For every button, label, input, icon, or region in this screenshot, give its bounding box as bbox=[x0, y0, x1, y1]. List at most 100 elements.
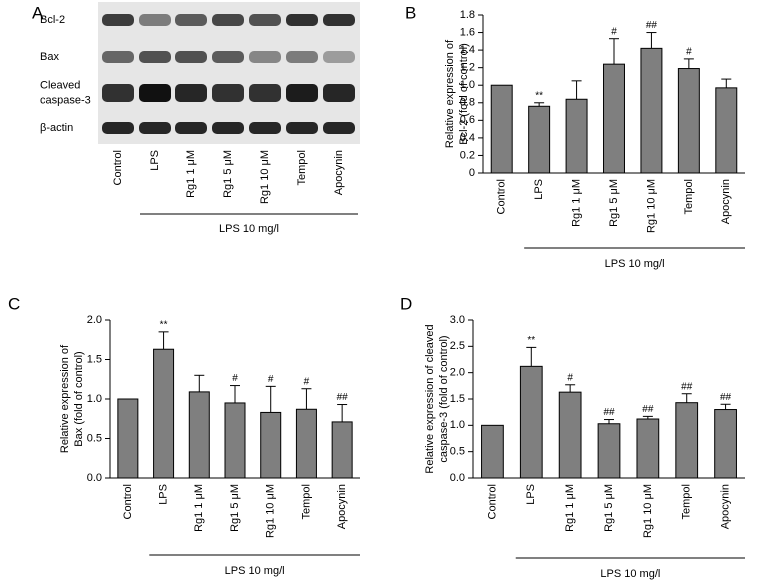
error-bar bbox=[565, 384, 576, 393]
x-tick-label: Control bbox=[486, 484, 498, 519]
y-tick-label: 2.5 bbox=[450, 340, 465, 352]
blot-band bbox=[286, 51, 318, 63]
y-tick-label: 0.2 bbox=[460, 149, 475, 161]
y-axis-label: Bax (fold of control) bbox=[73, 351, 85, 446]
y-tick-label: 0.5 bbox=[87, 432, 102, 444]
significance-mark: # bbox=[686, 47, 692, 58]
blot-row-label: caspase-3 bbox=[40, 94, 91, 106]
group-label: LPS 10 mg/l bbox=[225, 565, 285, 577]
significance-mark: ## bbox=[720, 392, 732, 403]
y-axis-label: Relative expression of bbox=[59, 344, 71, 453]
bar bbox=[636, 418, 660, 479]
error-bar bbox=[534, 102, 545, 107]
error-bar bbox=[158, 331, 169, 350]
bar bbox=[117, 398, 139, 479]
significance-mark: ** bbox=[535, 90, 543, 101]
lane-label: LPS bbox=[149, 150, 161, 171]
x-tick-label: Rg1 1 μM bbox=[564, 484, 576, 532]
x-tick-label: LPS bbox=[157, 484, 169, 505]
blot-band bbox=[323, 14, 355, 26]
x-tick-label: Rg1 1 μM bbox=[193, 484, 205, 532]
x-tick-label: Rg1 1 μM bbox=[570, 179, 582, 227]
error-bar bbox=[265, 385, 276, 413]
y-tick-label: 2.0 bbox=[450, 367, 465, 379]
error-bar bbox=[604, 419, 614, 424]
panel-label: D bbox=[400, 294, 412, 313]
y-tick-label: 0 bbox=[469, 167, 475, 179]
x-tick-label: LPS bbox=[525, 484, 537, 505]
blot-band bbox=[212, 51, 244, 63]
blot-band bbox=[212, 84, 244, 102]
x-tick-label: Rg1 5 μM bbox=[608, 179, 620, 227]
blot-band bbox=[175, 122, 207, 134]
error-bar bbox=[301, 388, 312, 410]
error-bar bbox=[720, 403, 731, 410]
significance-mark: ## bbox=[681, 381, 693, 392]
blot-band bbox=[175, 51, 207, 63]
significance-mark: ## bbox=[642, 404, 654, 415]
bar bbox=[715, 87, 738, 174]
x-tick-label: LPS bbox=[533, 179, 545, 200]
x-tick-label: Apocynin bbox=[336, 484, 348, 529]
y-tick-label: 1.0 bbox=[87, 393, 102, 405]
error-bar bbox=[683, 58, 694, 69]
blot-band bbox=[139, 51, 171, 63]
error-bar bbox=[646, 32, 657, 49]
blot-band bbox=[212, 122, 244, 134]
y-tick-label: 0.5 bbox=[450, 446, 465, 458]
x-tick-label: Control bbox=[122, 484, 134, 519]
blot-band bbox=[286, 84, 318, 102]
error-bar bbox=[194, 374, 205, 392]
lane-label: Rg1 1 μM bbox=[185, 150, 197, 198]
x-tick-label: Tempol bbox=[683, 179, 695, 214]
x-tick-label: Rg1 5 μM bbox=[603, 484, 615, 532]
significance-mark: # bbox=[232, 373, 238, 384]
y-tick-label: 1.2 bbox=[460, 62, 475, 74]
y-tick-label: 1.5 bbox=[87, 353, 102, 365]
group-label: LPS 10 mg/l bbox=[605, 258, 665, 270]
bar bbox=[528, 105, 551, 174]
y-tick-label: 0.8 bbox=[460, 97, 475, 109]
blot-band bbox=[249, 51, 281, 63]
blot-band bbox=[139, 122, 171, 134]
y-tick-label: 1.0 bbox=[450, 419, 465, 431]
y-tick-label: 1.6 bbox=[460, 26, 475, 38]
y-axis-label: Relative expression of bbox=[444, 39, 456, 148]
blot-row-label: Cleaved bbox=[40, 79, 80, 91]
y-axis-label: Bcl-2 (fold of control) bbox=[458, 43, 470, 144]
blot-band bbox=[249, 122, 281, 134]
error-bar bbox=[571, 80, 582, 100]
x-tick-label: Rg1 10 μM bbox=[265, 484, 277, 538]
significance-mark: ## bbox=[337, 392, 349, 403]
bar bbox=[519, 365, 543, 479]
bar bbox=[603, 63, 625, 174]
blot-band bbox=[139, 84, 171, 102]
lane-label: Control bbox=[112, 150, 124, 185]
error-bar bbox=[681, 393, 692, 403]
blot-band bbox=[323, 51, 355, 63]
significance-mark: ## bbox=[646, 20, 658, 31]
significance-mark: # bbox=[304, 376, 310, 387]
y-tick-label: 0.4 bbox=[460, 132, 475, 144]
bar bbox=[481, 424, 504, 479]
bar bbox=[640, 47, 663, 174]
blot-band bbox=[102, 84, 134, 102]
panel-label: C bbox=[8, 294, 20, 313]
y-tick-label: 0.0 bbox=[87, 472, 102, 484]
error-bar bbox=[526, 346, 537, 367]
x-tick-label: Rg1 10 μM bbox=[642, 484, 654, 538]
y-tick-label: 1.4 bbox=[460, 44, 475, 56]
lane-label: Apocynin bbox=[333, 150, 345, 195]
blot-row-label: β-actin bbox=[40, 122, 73, 134]
blot-band bbox=[323, 122, 355, 134]
blot-band bbox=[212, 14, 244, 26]
bar bbox=[331, 421, 353, 479]
bar bbox=[260, 411, 282, 479]
y-tick-label: 1.0 bbox=[460, 79, 475, 91]
x-tick-label: Tempol bbox=[681, 484, 693, 519]
panel-label: A bbox=[32, 3, 44, 22]
blot-band bbox=[286, 14, 318, 26]
lane-label: Rg1 10 μM bbox=[259, 150, 271, 204]
bar bbox=[597, 423, 621, 479]
